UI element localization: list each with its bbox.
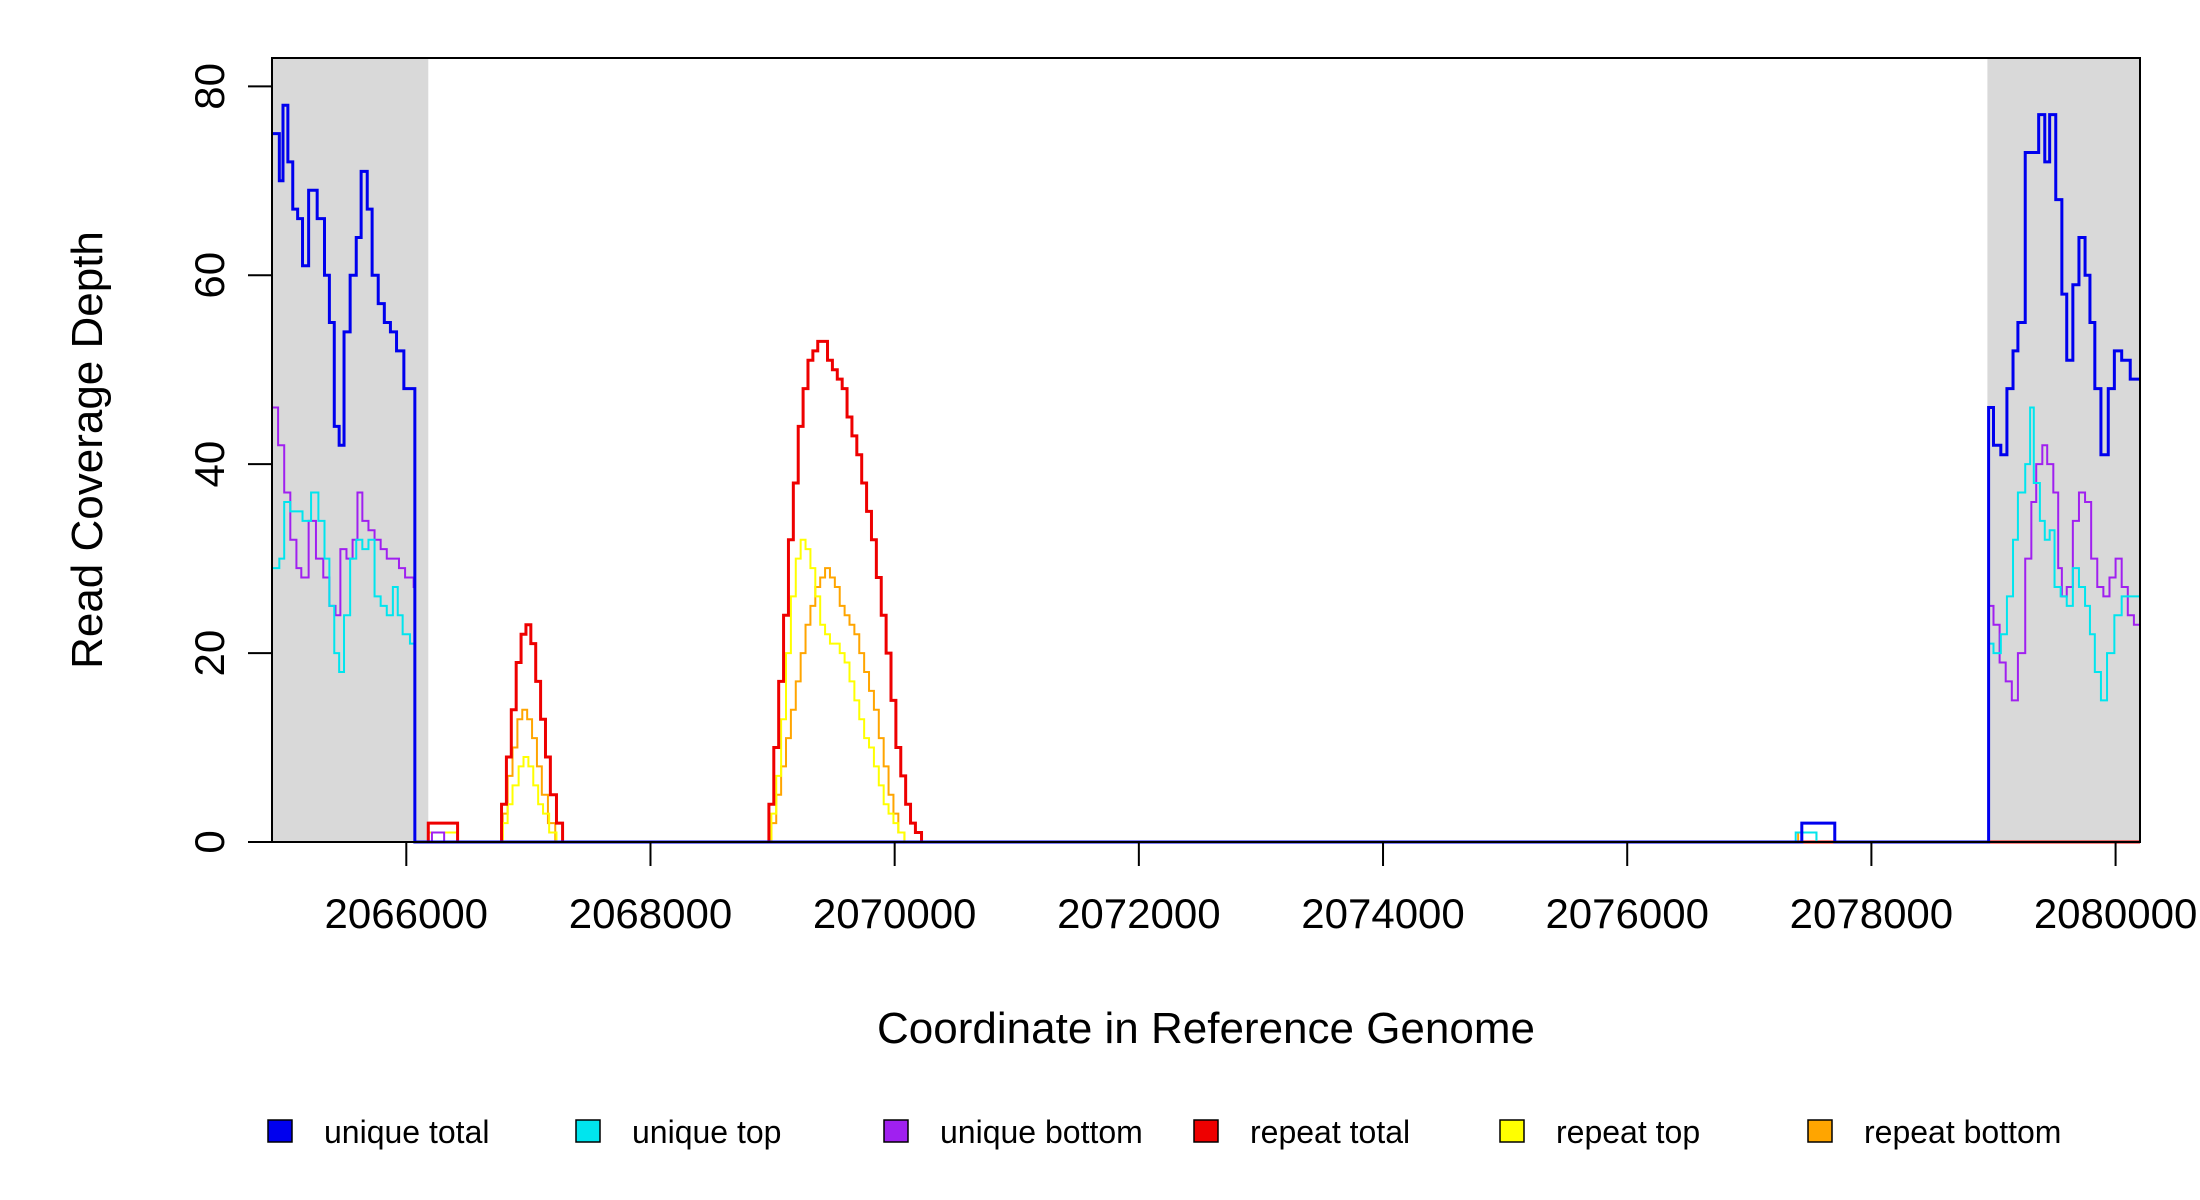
y-tick-label-4: 80 (186, 63, 233, 110)
legend-label-unique-bottom: unique bottom (940, 1114, 1143, 1150)
legend-swatch-unique-top (575, 1119, 601, 1143)
series-line-repeat-total (424, 339, 2140, 844)
legend: unique total unique top unique bottom repea… (267, 1114, 2061, 1150)
legend-label-repeat-total: repeat total (1250, 1114, 1410, 1150)
series-line-unique-top (272, 406, 2140, 843)
plot-frame (271, 57, 2141, 843)
x-tick-label-7: 2080000 (2034, 890, 2198, 937)
y-axis-title: Read Coverage Depth (63, 231, 112, 669)
series-line-repeat-top (424, 538, 2140, 843)
y-tick-label-0: 0 (186, 830, 233, 853)
legend-swatch-repeat-total (1193, 1119, 1219, 1143)
legend-label-unique-total: unique total (324, 1114, 489, 1150)
y-tick-label-1: 20 (186, 630, 233, 677)
legend-swatch-repeat-top (1499, 1119, 1525, 1143)
x-tick-label-4: 2074000 (1301, 890, 1465, 937)
y-tick-label-2: 40 (186, 441, 233, 488)
shaded-region-0 (272, 58, 429, 842)
x-tick-label-2: 2070000 (813, 890, 977, 937)
x-tick-label-0: 2066000 (325, 890, 489, 937)
series-line-repeat-bottom (424, 567, 2140, 843)
legend-swatch-unique-total (267, 1119, 293, 1143)
series-line-unique-bottom (272, 406, 2140, 843)
y-tick-label-3: 60 (186, 252, 233, 299)
series-line-unique-total (272, 103, 2140, 844)
x-tick-label-6: 2078000 (1790, 890, 1954, 937)
series-lines (272, 103, 2140, 844)
x-axis: 2066000 2068000 2070000 2072000 2074000 20760… (325, 842, 2198, 937)
legend-swatch-repeat-bottom (1807, 1119, 1833, 1143)
shaded-region-1 (1987, 58, 2140, 842)
x-axis-title: Coordinate in Reference Genome (877, 1004, 1535, 1053)
legend-label-unique-top: unique top (632, 1114, 781, 1150)
x-tick-label-5: 2076000 (1545, 890, 1709, 937)
legend-label-repeat-bottom: repeat bottom (1864, 1114, 2061, 1150)
legend-swatch-unique-bottom (883, 1119, 909, 1143)
y-axis: 0 20 40 60 80 (186, 63, 273, 854)
legend-label-repeat-top: repeat top (1556, 1114, 1700, 1150)
x-tick-label-1: 2068000 (569, 890, 733, 937)
x-tick-label-3: 2072000 (1057, 890, 1221, 937)
shaded-regions (272, 58, 2140, 842)
